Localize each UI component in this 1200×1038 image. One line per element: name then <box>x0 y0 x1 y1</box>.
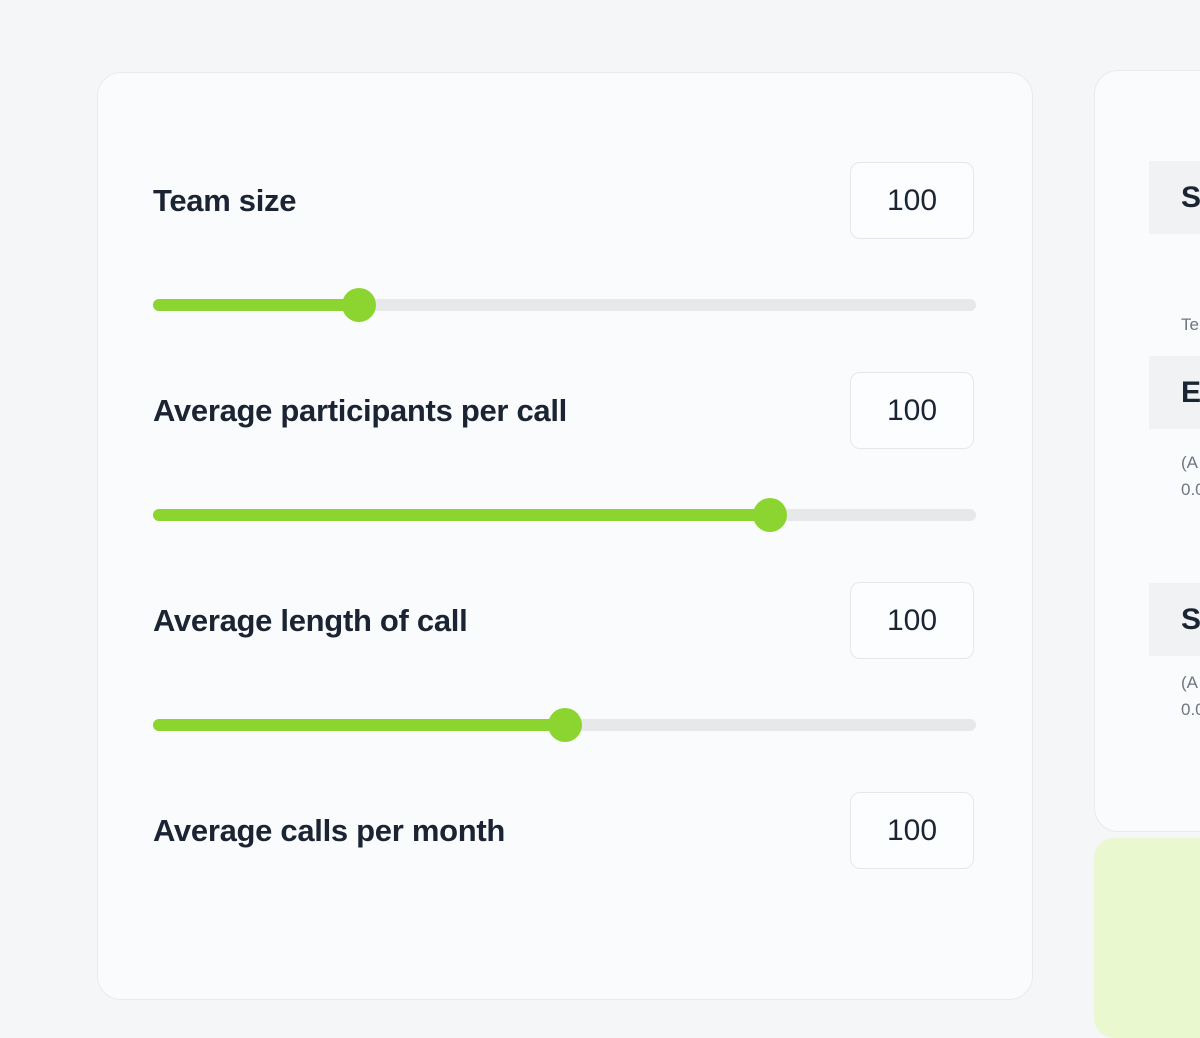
summary-section-heading: S <box>1149 583 1200 656</box>
call-length-label: Average length of call <box>153 602 468 638</box>
summary-section-text: (A 0.0 <box>1181 673 1200 719</box>
slider-thumb[interactable] <box>753 498 788 532</box>
calc-row-call-length: Average length of call 100 <box>153 582 976 792</box>
team-size-label: Team size <box>153 182 297 218</box>
slider-thumb[interactable] <box>547 708 582 742</box>
calculator-card: Team size 100 Average participants per c… <box>97 72 1033 1000</box>
summary-section-text: Te <box>1181 315 1199 334</box>
summary-section-text: (A 0.0 <box>1181 453 1200 499</box>
summary-section-heading: S <box>1149 161 1200 234</box>
participants-slider[interactable] <box>153 498 976 532</box>
calc-row-calls-per-month: Average calls per month 100 <box>153 792 974 1002</box>
call-length-value-input[interactable]: 100 <box>850 582 974 659</box>
summary-section-heading: E <box>1149 356 1200 429</box>
slider-fill <box>153 509 771 521</box>
call-length-slider[interactable] <box>153 708 976 742</box>
calc-row-team-size: Team size 100 <box>153 162 976 372</box>
team-size-slider[interactable] <box>153 288 976 322</box>
slider-fill <box>153 299 359 311</box>
highlight-block <box>1094 838 1200 1038</box>
team-size-value-input[interactable]: 100 <box>850 162 974 239</box>
participants-label: Average participants per call <box>153 392 567 428</box>
slider-thumb[interactable] <box>341 288 376 322</box>
calls-per-month-value-input[interactable]: 100 <box>850 792 974 869</box>
summary-card: S Te E (A 0.0 S (A 0.0 <box>1094 70 1200 832</box>
calc-row-participants: Average participants per call 100 <box>153 372 976 582</box>
calls-per-month-label: Average calls per month <box>153 812 506 848</box>
participants-value-input[interactable]: 100 <box>850 372 974 449</box>
slider-fill <box>153 719 565 731</box>
